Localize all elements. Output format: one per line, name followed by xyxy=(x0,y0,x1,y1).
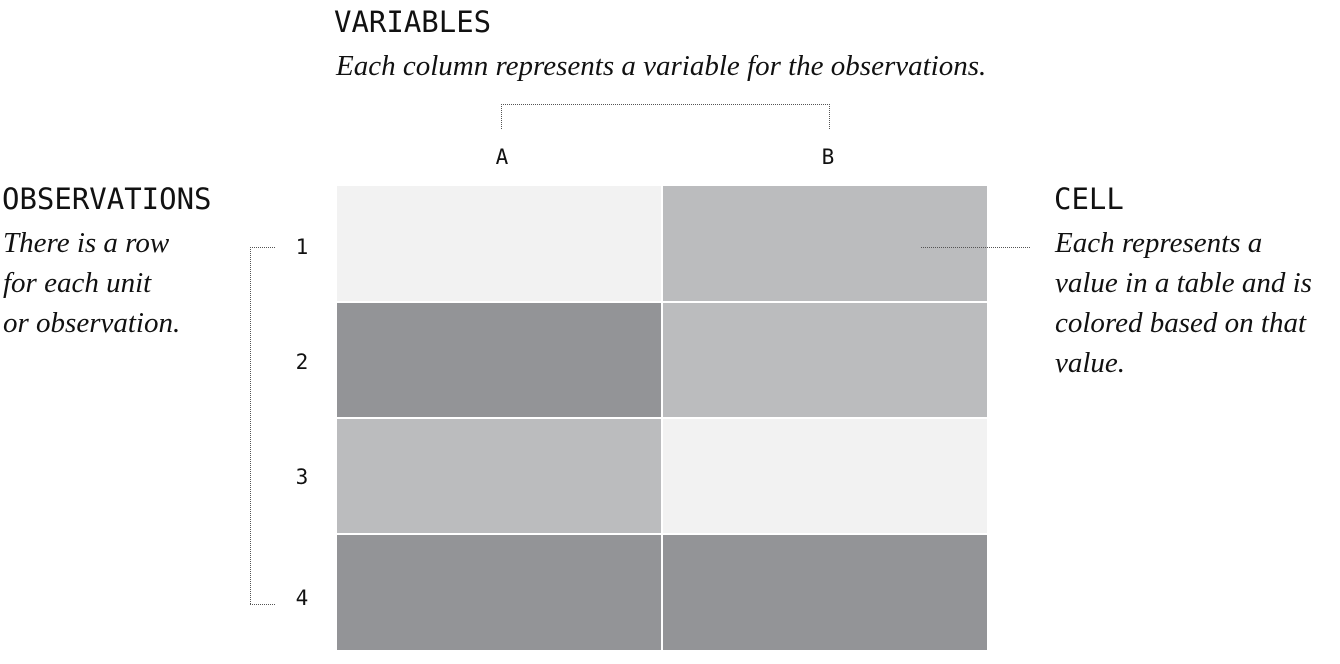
row-label-3: 3 xyxy=(295,465,309,489)
variables-bracket-top xyxy=(501,104,830,105)
cell-r1-b xyxy=(663,186,987,301)
cell-heading: CELL xyxy=(1054,182,1124,216)
observations-description: There is a row for each unit or observat… xyxy=(3,223,180,343)
cell-r4-b xyxy=(663,535,987,650)
row-label-2: 2 xyxy=(295,350,309,374)
variables-bracket-right xyxy=(829,104,830,129)
variables-description: Each column represents a variable for th… xyxy=(336,50,987,82)
cell-r2-a xyxy=(337,303,661,417)
cell-description-line: value in a table and is xyxy=(1055,267,1312,299)
variables-bracket-left xyxy=(501,104,502,129)
variables-heading: VARIABLES xyxy=(334,5,492,39)
column-label-b: B xyxy=(821,145,835,169)
observations-bracket-top xyxy=(250,247,275,248)
observations-heading: OBSERVATIONS xyxy=(2,182,212,216)
cell-r1-a xyxy=(337,186,661,301)
cell-r4-a xyxy=(337,535,661,650)
cell-r2-b xyxy=(663,303,987,417)
cell-description-line: value. xyxy=(1055,347,1126,379)
cell-r3-b xyxy=(663,419,987,533)
cell-description-line: Each represents a xyxy=(1055,227,1263,259)
observations-description-line: There is a row xyxy=(3,227,170,259)
column-label-a: A xyxy=(495,145,509,169)
row-label-1: 1 xyxy=(295,235,309,259)
cell-r3-a xyxy=(337,419,661,533)
cell-pointer-line xyxy=(921,247,1030,248)
table-grid xyxy=(337,186,989,656)
observations-bracket-vertical xyxy=(250,247,251,604)
row-label-4: 4 xyxy=(295,586,309,610)
observations-description-line: or observation. xyxy=(3,307,181,339)
observations-description-line: for each unit xyxy=(3,267,152,299)
observations-bracket-bottom xyxy=(250,604,275,605)
cell-description-line: colored based on that xyxy=(1055,307,1307,339)
cell-description: Each represents a value in a table and i… xyxy=(1055,223,1312,383)
